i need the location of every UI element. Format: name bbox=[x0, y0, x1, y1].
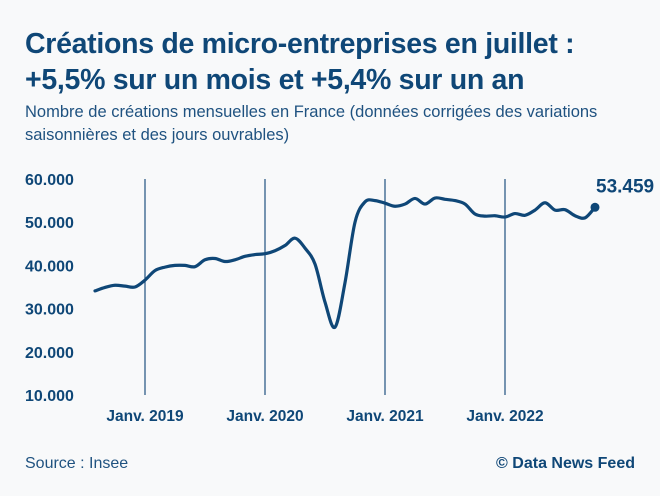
series-layer: 53.459 bbox=[93, 176, 654, 330]
x-tick-label: Janv. 2022 bbox=[466, 408, 543, 425]
y-axis: 60.000 50.000 40.000 30.000 20.000 10.000 bbox=[25, 172, 74, 405]
x-tick-label: Janv. 2020 bbox=[226, 408, 303, 425]
copyright-credit: © Data News Feed bbox=[496, 455, 635, 472]
y-tick-label: 50.000 bbox=[25, 215, 74, 232]
x-tick-label: Janv. 2021 bbox=[346, 408, 424, 425]
series-line bbox=[93, 196, 597, 330]
y-tick-label: 20.000 bbox=[25, 345, 74, 362]
y-tick-label: 40.000 bbox=[25, 258, 74, 275]
chart-title-line-1: Créations de micro-entreprises en juille… bbox=[25, 28, 575, 60]
y-tick-label: 30.000 bbox=[25, 302, 74, 319]
last-point-marker bbox=[590, 202, 600, 212]
source-note: Source : Insee bbox=[25, 455, 129, 472]
last-value-label: 53.459 bbox=[596, 176, 654, 197]
x-axis: Janv. 2019 Janv. 2020 Janv. 2021 Janv. 2022 bbox=[106, 408, 543, 425]
chart-subtitle: Nombre de créations mensuelles en France… bbox=[25, 103, 598, 144]
y-tick-label: 60.000 bbox=[25, 172, 74, 189]
y-tick-label: 10.000 bbox=[25, 388, 74, 405]
x-tick-label: Janv. 2019 bbox=[106, 408, 184, 425]
chart-title-line-2: +5,5% sur un mois et +5,4% sur un an bbox=[25, 64, 525, 96]
x-gridlines bbox=[144, 179, 506, 395]
chart-title: Créations de micro-entreprises en juille… bbox=[25, 26, 645, 98]
